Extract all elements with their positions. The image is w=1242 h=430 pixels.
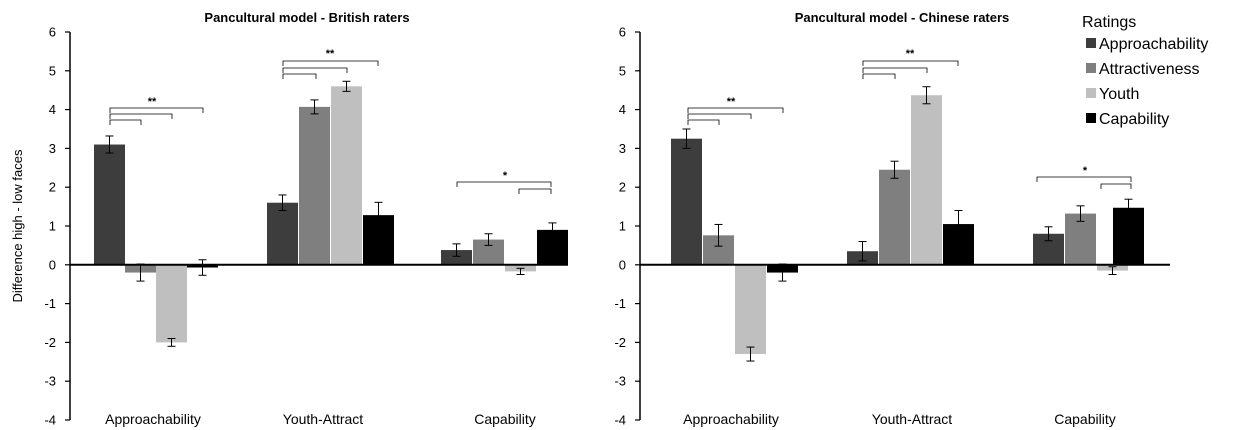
chart-panel-british: Pancultural model - British raters -4 -3 -2…	[44, 10, 568, 428]
bar	[671, 138, 702, 265]
bar	[735, 264, 766, 355]
significance-bracket	[282, 67, 348, 73]
y-tick-label: -4	[614, 413, 626, 428]
y-tick-label: 3	[49, 141, 56, 156]
bar	[331, 86, 362, 265]
significance-bracket	[282, 60, 379, 66]
significance-label: *	[1083, 165, 1088, 177]
significance-bracket	[687, 107, 784, 113]
legend-swatch	[1086, 63, 1096, 73]
bar	[441, 250, 472, 265]
significance-label: **	[906, 48, 915, 60]
y-tick-label: 1	[49, 219, 56, 234]
y-tick-label: -2	[614, 335, 626, 350]
y-axis-label: Difference high - low faces	[10, 149, 25, 302]
bar	[299, 106, 330, 265]
category-label: Youth-Attract	[283, 411, 364, 427]
legend-label: Capability	[1099, 111, 1169, 128]
significance-bracket	[687, 119, 720, 125]
bar	[267, 202, 298, 265]
y-tick-label: -3	[44, 374, 56, 389]
y-tick-label: -1	[44, 296, 56, 311]
y-tick-label: 4	[49, 102, 56, 117]
significance-bracket	[1100, 183, 1132, 189]
significance-label: **	[148, 96, 157, 108]
significance-bracket	[282, 73, 317, 79]
category-label: Capability	[1054, 411, 1115, 427]
y-tick-label: 1	[619, 219, 626, 234]
significance-bracket	[518, 188, 552, 194]
y-tick-label: 3	[619, 141, 626, 156]
significance-label: **	[727, 96, 736, 108]
significance-label: **	[326, 48, 335, 60]
legend-swatch	[1086, 113, 1096, 123]
legend-label: Youth	[1099, 86, 1139, 103]
category-label: Approachability	[683, 411, 779, 427]
significance-bracket	[687, 113, 752, 119]
chart-title: Pancultural model - British raters	[204, 10, 409, 25]
legend-swatch	[1086, 88, 1096, 98]
bar	[1065, 213, 1096, 265]
legend: Ratings Approachability Attractiveness You…	[1082, 14, 1208, 128]
legend-title: Ratings	[1082, 14, 1136, 31]
chart-title: Pancultural model - Chinese raters	[795, 10, 1010, 25]
significance-bracket	[862, 67, 928, 73]
y-tick-label: 0	[619, 257, 626, 272]
y-tick-label: 5	[49, 63, 56, 78]
y-tick-label: 6	[619, 25, 626, 40]
significance-bracket	[109, 113, 173, 119]
significance-bracket	[862, 73, 896, 79]
y-tick-label: 6	[49, 25, 56, 40]
category-label: Capability	[474, 411, 535, 427]
legend-swatch	[1086, 38, 1096, 48]
legend-label: Approachability	[1099, 36, 1208, 53]
legend-items: Approachability Attractiveness Youth Capabi…	[1086, 36, 1208, 128]
significance-bracket	[109, 107, 204, 113]
category-label: Approachability	[105, 411, 201, 427]
significance-bracket	[1036, 176, 1132, 182]
y-tick-label: 2	[49, 180, 56, 195]
significance-bracket	[109, 119, 142, 125]
y-tick-label: -2	[44, 335, 56, 350]
significance-bracket	[456, 181, 552, 187]
y-tick-label: -3	[614, 374, 626, 389]
bar	[879, 169, 910, 265]
y-tick-label: 2	[619, 180, 626, 195]
y-tick-label: 4	[619, 102, 626, 117]
significance-bracket	[862, 60, 959, 66]
bar	[156, 264, 187, 343]
y-tick-label: -4	[44, 413, 56, 428]
legend-label: Attractiveness	[1099, 61, 1199, 78]
y-tick-label: -1	[614, 296, 626, 311]
y-tick-label: 5	[619, 63, 626, 78]
significance-label: *	[503, 170, 508, 182]
bar	[1113, 207, 1144, 265]
y-tick-label: 0	[49, 257, 56, 272]
bar	[911, 95, 942, 265]
category-label: Youth-Attract	[872, 411, 953, 427]
bar	[94, 144, 125, 265]
chart-panel-chinese: Pancultural model - Chinese raters -4 -3 -2…	[614, 10, 1170, 428]
